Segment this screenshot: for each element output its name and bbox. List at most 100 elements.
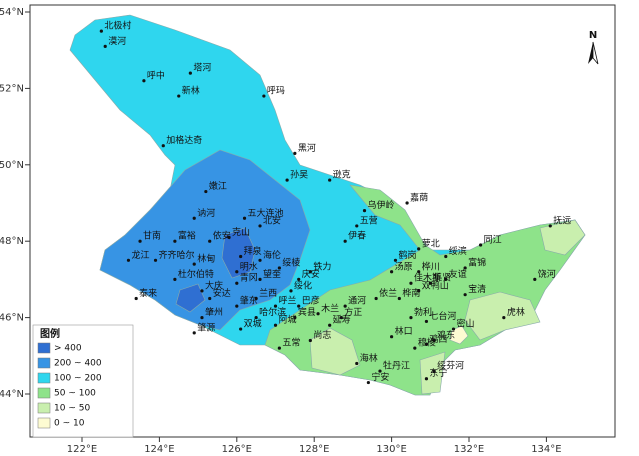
city-dot xyxy=(432,369,436,373)
city-dot xyxy=(235,270,239,274)
city-dot xyxy=(343,304,347,308)
city-dot xyxy=(293,151,297,155)
city-dot xyxy=(177,94,181,98)
region xyxy=(419,351,446,395)
city-label: 穆棱 xyxy=(418,337,436,349)
city-dot xyxy=(200,289,204,293)
city-label: 林甸 xyxy=(197,253,215,265)
region xyxy=(99,149,311,331)
city-label: 集贤 xyxy=(433,272,451,284)
city-label: 新林 xyxy=(182,85,200,97)
city-dot xyxy=(339,316,343,320)
city-label: 杜尔伯特 xyxy=(178,268,214,280)
city-label: 五常 xyxy=(282,337,300,349)
city-label: 大庆 xyxy=(205,279,223,291)
city-dot xyxy=(173,277,177,281)
north-label: N xyxy=(589,30,597,41)
city-dot xyxy=(308,270,312,274)
region xyxy=(539,219,586,256)
city-label: 延寿 xyxy=(333,314,351,326)
city-dot xyxy=(355,224,359,228)
city-label: 肇源 xyxy=(197,321,215,333)
city-label: 佳木斯 xyxy=(414,272,441,284)
city-dot xyxy=(328,178,332,182)
city-label: 海林 xyxy=(360,352,378,364)
city-dot xyxy=(390,270,394,274)
city-dot xyxy=(258,258,262,262)
legend-label: 50 ~ 100 xyxy=(54,389,96,399)
city-label: 北极村 xyxy=(104,20,131,32)
city-dot xyxy=(463,266,467,270)
city-dot xyxy=(254,316,258,320)
city-label: 密山 xyxy=(457,318,475,330)
city-label: 呼兰 xyxy=(279,295,297,307)
city-label: 牡丹江 xyxy=(383,360,410,372)
city-label: 友谊 xyxy=(449,268,467,280)
lon-tick-label: 130°E xyxy=(376,444,406,455)
city-dot xyxy=(192,262,196,266)
city-label: 宝清 xyxy=(468,283,486,295)
city-label: 铁力 xyxy=(313,260,331,272)
lat-tick-label: 46°N xyxy=(0,313,24,324)
city-label: 逊克 xyxy=(333,170,351,181)
city-dot xyxy=(308,338,312,343)
city-label: 抚远 xyxy=(553,214,571,226)
city-dot xyxy=(444,254,448,259)
region xyxy=(221,227,256,279)
city-dot xyxy=(188,71,192,75)
city-label: 巴彦 xyxy=(302,295,320,307)
city-dot xyxy=(200,316,204,320)
city-dot xyxy=(242,216,247,220)
legend: 图例 > 400 200 ~ 400 100 ~ 200 50 ~ 100 10 ~ 5… xyxy=(32,324,134,438)
city-label: 绥芬河 xyxy=(437,360,464,372)
lat-tick-label: 48°N xyxy=(0,236,24,247)
city-dot xyxy=(192,331,196,335)
city-label: 嫩江 xyxy=(209,180,227,192)
city-label: 甘南 xyxy=(143,230,161,242)
city-label: 绥滨 xyxy=(449,245,467,257)
city-label: 泰来 xyxy=(139,287,157,299)
city-label: 阿城 xyxy=(279,315,297,326)
region xyxy=(449,325,469,345)
city-dot xyxy=(479,243,483,247)
legend-swatch xyxy=(37,357,51,369)
city-label: 塔河 xyxy=(193,62,211,74)
legend-swatch xyxy=(37,372,51,384)
city-label: 木兰 xyxy=(321,302,339,314)
city-dot xyxy=(235,281,239,285)
city-label: 鸡西 xyxy=(429,333,447,345)
city-label: 宁安 xyxy=(371,371,389,383)
city-label: 明水 xyxy=(240,260,258,272)
city-dot xyxy=(393,258,398,262)
city-dot xyxy=(451,327,456,331)
legend-swatch xyxy=(37,402,51,414)
city-dot xyxy=(204,189,208,194)
city-label: 富锦 xyxy=(468,256,486,268)
city-dot xyxy=(343,239,347,243)
city-dot xyxy=(413,346,417,350)
lon-tick-label: 134°E xyxy=(531,444,561,455)
city-dot xyxy=(142,79,146,83)
city-label: 呼中 xyxy=(147,69,165,81)
regions xyxy=(69,14,586,396)
city-dot xyxy=(289,289,293,293)
city-dot xyxy=(227,235,231,239)
city-label: 望奎 xyxy=(263,268,281,280)
city-dot xyxy=(428,281,432,285)
city-dot xyxy=(239,327,243,331)
lat-tick-label: 44°N xyxy=(0,389,24,400)
city-dot xyxy=(254,296,258,301)
city-dot xyxy=(424,319,429,324)
city-dot xyxy=(397,296,401,301)
lat-tick-label: 50°N xyxy=(0,160,24,171)
city-label: 萝北 xyxy=(422,238,440,249)
city-dot xyxy=(362,209,367,213)
city-dot xyxy=(293,316,297,320)
city-dot xyxy=(285,178,289,182)
city-label: 尚志 xyxy=(313,329,331,341)
city-label: 庆安 xyxy=(302,268,320,280)
city-label: 嘉荫 xyxy=(410,192,428,204)
city-label: 富裕 xyxy=(178,230,196,242)
city-dot xyxy=(417,289,421,293)
city-label: 海伦 xyxy=(263,249,281,261)
